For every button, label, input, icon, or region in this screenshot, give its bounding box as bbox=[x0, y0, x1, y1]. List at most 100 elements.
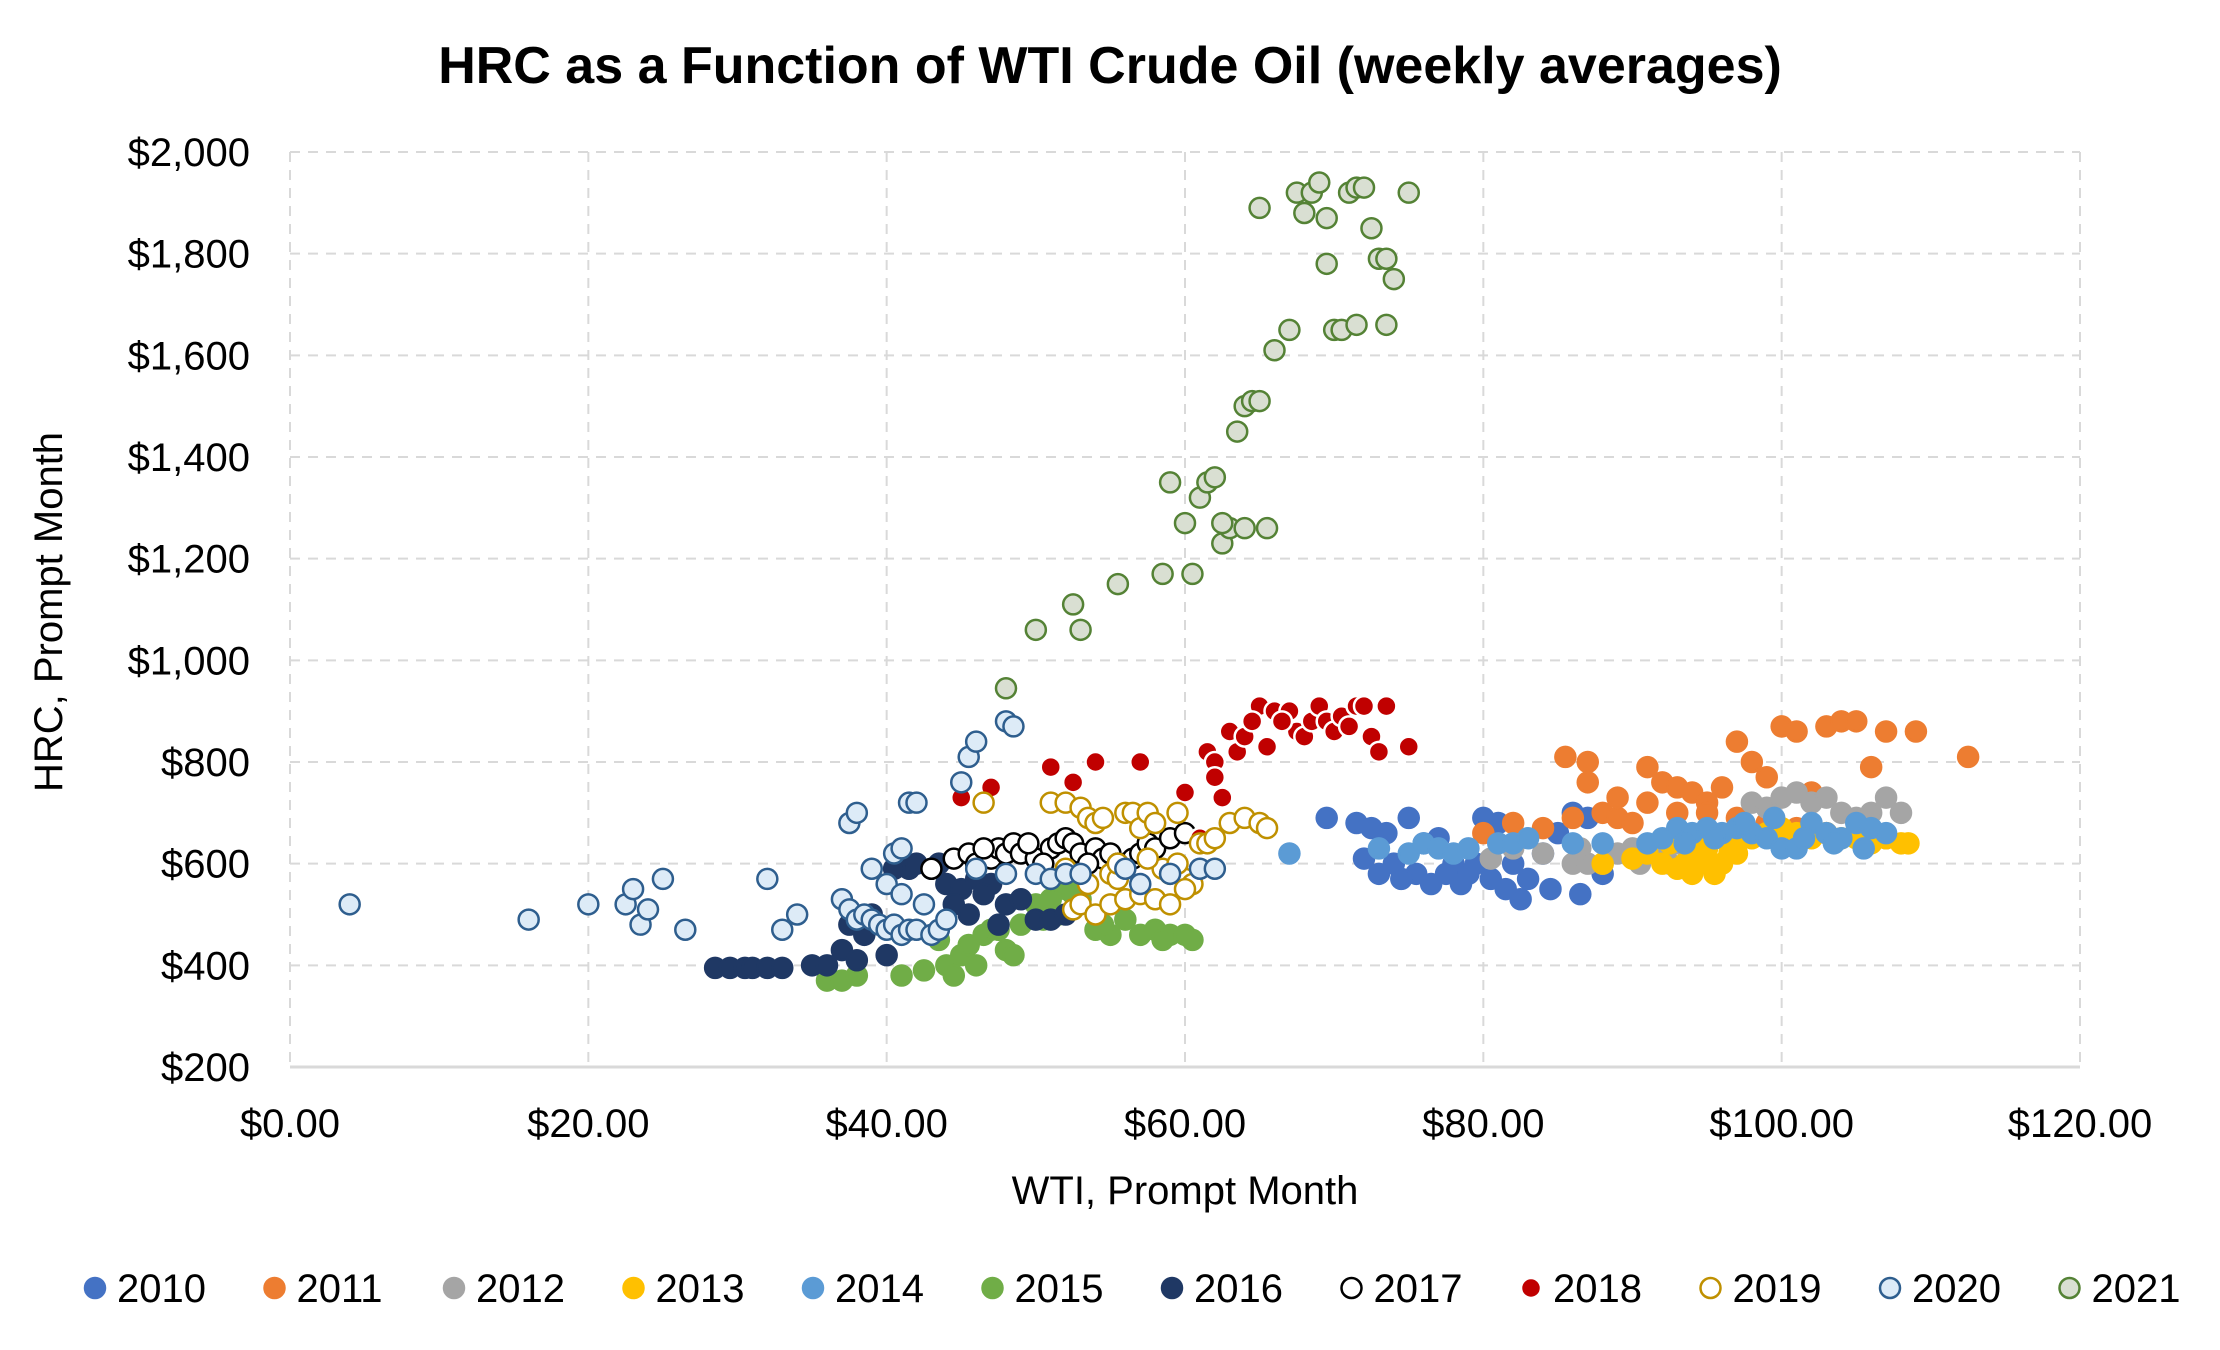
point-2015 bbox=[1181, 928, 1204, 952]
legend-label: 2017 bbox=[1374, 1267, 1463, 1311]
series-2018 bbox=[950, 694, 1420, 850]
point-2020 bbox=[651, 867, 675, 891]
point-2016 bbox=[957, 903, 980, 926]
point-2020 bbox=[577, 893, 600, 916]
legend-label: 2019 bbox=[1733, 1267, 1822, 1311]
point-2020 bbox=[1158, 862, 1182, 886]
point-2015 bbox=[964, 954, 988, 977]
point-2020 bbox=[517, 908, 540, 931]
point-2020 bbox=[1002, 715, 1025, 738]
point-2020 bbox=[785, 903, 809, 926]
point-2019 bbox=[972, 791, 995, 814]
legend-label: 2020 bbox=[1912, 1267, 2001, 1311]
legend-marker bbox=[1878, 1276, 1902, 1300]
series-2020 bbox=[338, 710, 1227, 947]
legend-item-2016: 2016 bbox=[1160, 1267, 1283, 1311]
point-2021 bbox=[1360, 217, 1383, 240]
legend-label: 2012 bbox=[476, 1267, 565, 1311]
point-2020 bbox=[890, 837, 913, 860]
point-2011 bbox=[1621, 811, 1644, 835]
point-2012 bbox=[1531, 842, 1555, 865]
point-2018 bbox=[1203, 766, 1227, 789]
point-2011 bbox=[1554, 745, 1577, 769]
point-2014 bbox=[1367, 837, 1391, 860]
x-tick-label: $100.00 bbox=[1709, 1102, 1854, 1146]
point-2018 bbox=[1240, 710, 1264, 733]
point-2014 bbox=[1591, 832, 1614, 855]
point-2010 bbox=[1539, 877, 1562, 901]
point-2020 bbox=[964, 730, 988, 753]
legend-marker bbox=[1699, 1276, 1722, 1300]
point-2011 bbox=[1755, 766, 1778, 789]
point-2020 bbox=[756, 867, 779, 891]
point-2021 bbox=[1278, 318, 1301, 342]
legend: 2010 2011 2012 2013 2014 2015 2016 2017 2018 2019… bbox=[83, 1267, 2180, 1311]
point-2021 bbox=[994, 677, 1018, 700]
point-2011 bbox=[1561, 806, 1585, 830]
point-2021 bbox=[1248, 389, 1271, 413]
point-2019 bbox=[1136, 847, 1159, 870]
y-tick-label: $800 bbox=[161, 741, 250, 785]
point-2018 bbox=[1173, 781, 1197, 804]
legend-marker bbox=[263, 1276, 286, 1300]
point-2014 bbox=[1874, 821, 1898, 845]
legend-label: 2018 bbox=[1553, 1267, 1642, 1311]
point-2011 bbox=[1859, 755, 1883, 779]
point-2018 bbox=[1375, 694, 1398, 718]
legend-label: 2011 bbox=[297, 1267, 383, 1311]
point-2016 bbox=[815, 954, 839, 977]
legend-item-2018: 2018 bbox=[1519, 1267, 1642, 1311]
point-2016 bbox=[1009, 888, 1033, 911]
point-2020 bbox=[890, 882, 913, 906]
point-2012 bbox=[1889, 801, 1913, 825]
point-2015 bbox=[1151, 928, 1174, 952]
point-2011 bbox=[1606, 786, 1629, 809]
point-2021 bbox=[1293, 201, 1316, 225]
point-2020 bbox=[621, 877, 645, 901]
point-2021 bbox=[1181, 562, 1204, 586]
point-2017 bbox=[920, 857, 943, 880]
legend-item-2017: 2017 bbox=[1340, 1267, 1463, 1311]
point-2020 bbox=[771, 918, 794, 941]
legend-label: 2010 bbox=[117, 1267, 206, 1311]
point-2020 bbox=[1129, 872, 1152, 896]
y-axis-title: HRC, Prompt Month bbox=[27, 432, 71, 792]
legend-marker bbox=[83, 1276, 107, 1300]
point-2014 bbox=[1822, 832, 1846, 855]
point-2013 bbox=[1591, 852, 1614, 875]
point-2021 bbox=[1151, 562, 1174, 586]
point-2020 bbox=[860, 857, 883, 880]
point-2011 bbox=[1740, 750, 1764, 774]
point-2017 bbox=[1017, 832, 1040, 855]
point-2011 bbox=[1785, 720, 1808, 743]
point-2015 bbox=[890, 964, 913, 987]
legend-item-2015: 2015 bbox=[981, 1267, 1103, 1311]
point-2021 bbox=[1375, 247, 1398, 270]
point-2014 bbox=[1762, 806, 1786, 830]
point-2014 bbox=[1561, 832, 1585, 855]
point-2012 bbox=[1874, 786, 1898, 809]
point-2011 bbox=[1636, 791, 1659, 814]
point-2016 bbox=[987, 913, 1010, 936]
x-tick-label: $0.00 bbox=[240, 1102, 340, 1146]
series-2011 bbox=[1472, 710, 1980, 850]
point-2011 bbox=[1576, 771, 1599, 794]
legend-item-2020: 2020 bbox=[1878, 1267, 2001, 1311]
point-2010 bbox=[1367, 862, 1391, 886]
point-2018 bbox=[1039, 755, 1062, 779]
point-2011 bbox=[1576, 750, 1599, 774]
point-2020 bbox=[1203, 857, 1227, 880]
legend-marker bbox=[442, 1276, 466, 1300]
legend-marker bbox=[801, 1276, 825, 1300]
point-2020 bbox=[950, 771, 973, 794]
point-2019 bbox=[1203, 827, 1227, 850]
point-2021 bbox=[1106, 572, 1130, 596]
point-2010 bbox=[1569, 882, 1592, 906]
point-2021 bbox=[1225, 420, 1249, 443]
point-2018 bbox=[1061, 771, 1085, 794]
point-2011 bbox=[1904, 720, 1928, 743]
point-2018 bbox=[1397, 735, 1420, 758]
point-2021 bbox=[1061, 593, 1085, 616]
x-axis-title: WTI, Prompt Month bbox=[1012, 1169, 1359, 1213]
legend-marker bbox=[1340, 1276, 1363, 1300]
